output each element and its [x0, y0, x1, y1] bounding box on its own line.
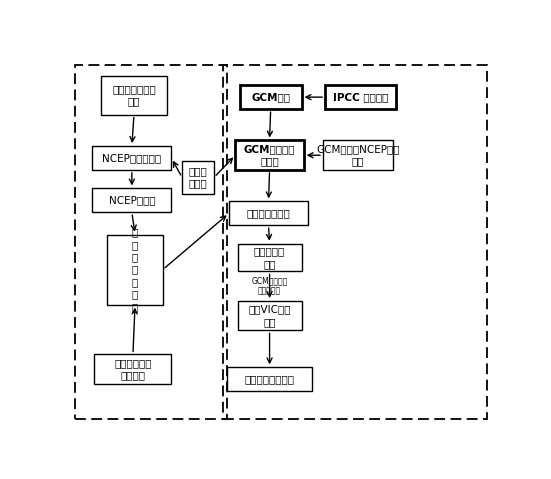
FancyBboxPatch shape: [182, 161, 214, 194]
FancyBboxPatch shape: [240, 85, 301, 109]
Text: 最佳降尺度方法: 最佳降尺度方法: [247, 208, 290, 218]
Text: IPCC 排放情景: IPCC 排放情景: [333, 92, 388, 102]
Text: 流域气象站点
降水气温: 流域气象站点 降水气温: [114, 358, 152, 380]
Text: GCM输出数据
主分量: GCM输出数据 主分量: [244, 144, 295, 166]
FancyBboxPatch shape: [101, 76, 167, 114]
FancyBboxPatch shape: [237, 301, 301, 331]
Text: 流域径流过程预测: 流域径流过程预测: [245, 374, 295, 384]
Text: 流域VIC水文
模型: 流域VIC水文 模型: [249, 305, 291, 327]
Text: 统
计
降
尺
度
方
法: 统 计 降 尺 度 方 法: [132, 228, 138, 312]
FancyBboxPatch shape: [95, 354, 171, 384]
FancyBboxPatch shape: [227, 367, 312, 391]
Bar: [75, 65, 227, 419]
FancyBboxPatch shape: [229, 201, 308, 225]
FancyBboxPatch shape: [93, 146, 171, 170]
FancyBboxPatch shape: [237, 244, 301, 272]
Text: GCM输出: GCM输出: [251, 92, 290, 102]
Text: GCM与流域水
文模型耦合: GCM与流域水 文模型耦合: [251, 276, 288, 296]
FancyBboxPatch shape: [235, 140, 304, 170]
Text: NCEP再分析资料: NCEP再分析资料: [102, 153, 161, 163]
FancyBboxPatch shape: [325, 85, 396, 109]
FancyBboxPatch shape: [107, 235, 163, 305]
Bar: [223, 65, 488, 419]
FancyBboxPatch shape: [93, 188, 171, 212]
Text: 主成分
分析法: 主成分 分析法: [188, 166, 207, 189]
FancyBboxPatch shape: [323, 140, 393, 170]
Text: GCM数据向NCEP数据
同化: GCM数据向NCEP数据 同化: [316, 144, 400, 166]
Text: 降水、气温
预测: 降水、气温 预测: [254, 246, 285, 269]
Text: 大尺度气候因子
选择: 大尺度气候因子 选择: [112, 84, 156, 106]
Text: NCEP主分量: NCEP主分量: [109, 195, 155, 205]
